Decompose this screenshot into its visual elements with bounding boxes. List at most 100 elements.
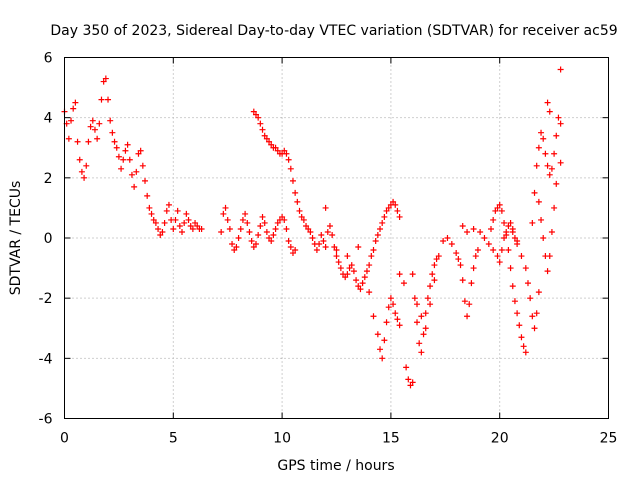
data-point xyxy=(385,304,392,311)
data-point xyxy=(433,256,440,263)
data-point xyxy=(185,216,192,223)
data-point xyxy=(529,313,536,320)
data-point xyxy=(459,277,466,284)
data-point xyxy=(128,171,135,178)
data-point xyxy=(261,219,268,226)
data-point xyxy=(107,117,114,124)
data-point xyxy=(131,183,138,190)
data-point xyxy=(533,162,540,169)
data-point xyxy=(381,337,388,344)
data-point xyxy=(407,382,414,389)
data-point xyxy=(487,225,494,232)
data-point xyxy=(259,213,266,220)
data-point xyxy=(394,207,401,214)
data-point xyxy=(377,346,384,353)
data-point xyxy=(252,111,259,118)
data-point xyxy=(81,174,88,181)
x-tick-labels: 0 5 10 15 20 25 xyxy=(60,431,617,447)
data-point xyxy=(85,138,92,145)
data-point xyxy=(224,216,231,223)
data-point xyxy=(316,241,323,248)
data-point xyxy=(198,225,205,232)
data-point xyxy=(335,259,342,266)
data-point xyxy=(544,99,551,106)
data-point xyxy=(146,204,153,211)
y-tick-label: -2 xyxy=(39,291,53,307)
data-point xyxy=(359,280,366,287)
data-point xyxy=(501,219,508,226)
data-point xyxy=(453,250,460,257)
data-point xyxy=(285,238,292,245)
data-point xyxy=(266,138,273,145)
data-point xyxy=(126,156,133,163)
data-point xyxy=(448,241,455,248)
x-tick-label: 10 xyxy=(273,431,291,447)
y-tick-labels: -6 -4 -2 0 2 4 6 xyxy=(39,51,53,428)
data-point xyxy=(544,162,551,169)
data-point xyxy=(181,219,188,226)
data-point xyxy=(87,123,94,130)
data-point xyxy=(74,138,81,145)
data-point xyxy=(322,204,329,211)
data-point xyxy=(189,225,196,232)
data-point xyxy=(139,162,146,169)
data-point xyxy=(518,253,525,260)
data-point xyxy=(505,222,512,229)
data-point xyxy=(427,301,434,308)
data-point xyxy=(535,198,542,205)
data-point xyxy=(507,265,514,272)
data-point xyxy=(496,201,503,208)
data-point xyxy=(496,259,503,266)
y-tick-label: 0 xyxy=(44,231,53,247)
data-point xyxy=(266,235,273,241)
data-point xyxy=(268,238,275,245)
data-point xyxy=(122,147,129,154)
data-point xyxy=(192,219,199,226)
data-point xyxy=(68,117,75,124)
data-point xyxy=(287,165,294,172)
data-point xyxy=(268,141,275,148)
y-tick-label: 6 xyxy=(44,51,53,67)
data-point xyxy=(383,319,390,326)
data-point xyxy=(105,96,112,103)
data-point xyxy=(233,244,240,251)
data-point xyxy=(283,150,290,157)
data-point xyxy=(226,225,233,232)
data-point xyxy=(257,120,264,127)
data-point xyxy=(152,219,159,226)
data-point xyxy=(89,117,96,124)
data-point xyxy=(252,241,259,248)
data-point xyxy=(544,268,551,275)
data-point xyxy=(172,216,179,223)
data-point xyxy=(414,319,421,326)
data-point xyxy=(333,247,340,254)
data-point xyxy=(300,216,307,223)
chart-title: Day 350 of 2023, Sidereal Day-to-day VTE… xyxy=(50,23,617,39)
data-point xyxy=(531,189,538,196)
data-point xyxy=(379,219,386,226)
data-point xyxy=(468,280,475,287)
data-point xyxy=(361,274,368,281)
data-point xyxy=(296,207,303,214)
data-point xyxy=(390,198,397,205)
data-point xyxy=(422,325,429,332)
data-point xyxy=(553,132,560,139)
data-point xyxy=(83,162,90,169)
data-point xyxy=(250,108,257,115)
data-point xyxy=(505,247,512,254)
data-point xyxy=(370,313,377,320)
data-point xyxy=(431,277,438,284)
data-point xyxy=(420,331,427,338)
data-point xyxy=(259,126,266,133)
data-point xyxy=(535,289,542,296)
data-point xyxy=(307,228,314,235)
data-point xyxy=(520,343,527,350)
data-point xyxy=(333,253,340,260)
data-point xyxy=(150,216,157,223)
data-point xyxy=(392,310,399,317)
data-point xyxy=(538,216,545,223)
data-point xyxy=(548,165,555,172)
data-point xyxy=(163,207,170,214)
data-point xyxy=(292,189,299,196)
